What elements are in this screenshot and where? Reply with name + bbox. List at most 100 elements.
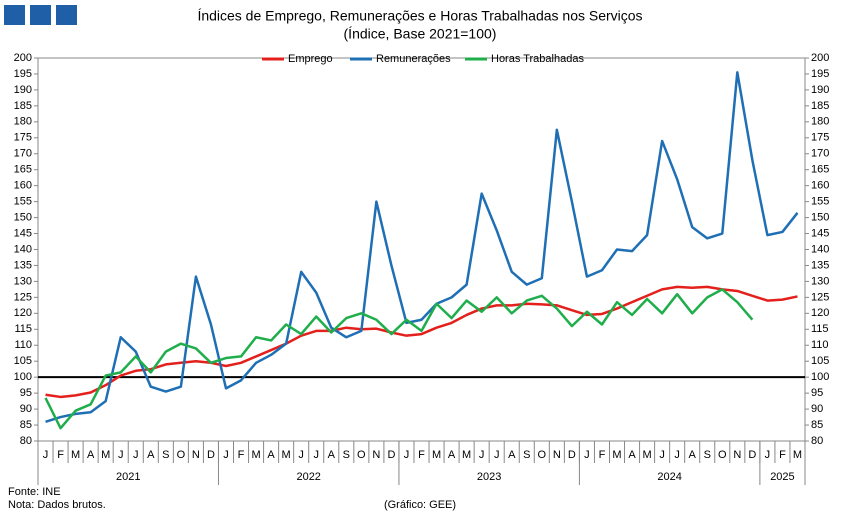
y-tick-label: 105 (14, 355, 32, 367)
y-tick-label: 135 (14, 259, 32, 271)
y2-tick-label: 105 (811, 355, 829, 367)
year-label: 2022 (296, 471, 320, 483)
y2-tick-label: 135 (811, 259, 829, 271)
x-tick-label: F (57, 449, 64, 461)
x-tick-label: M (612, 449, 621, 461)
y-tick-label: 120 (14, 307, 32, 319)
y2-tick-label: 165 (811, 164, 829, 176)
y2-tick-label: 145 (811, 227, 829, 239)
y2-tick-label: 90 (811, 403, 823, 415)
x-tick-label: A (328, 449, 336, 461)
y2-tick-label: 100 (811, 371, 829, 383)
y2-tick-label: 140 (811, 243, 829, 255)
y2-tick-label: 155 (811, 196, 829, 208)
x-tick-label: J (765, 449, 771, 461)
y2-tick-label: 170 (811, 148, 829, 160)
y2-tick-label: 130 (811, 275, 829, 287)
y-tick-label: 155 (14, 196, 32, 208)
logo (56, 5, 77, 25)
y2-tick-label: 175 (811, 132, 829, 144)
x-tick-label: F (779, 449, 786, 461)
x-tick-label: D (387, 449, 395, 461)
x-tick-label: D (748, 449, 756, 461)
x-tick-label: J (584, 449, 590, 461)
y-tick-label: 80 (20, 435, 32, 447)
y2-tick-label: 110 (811, 339, 829, 351)
y-tick-label: 140 (14, 243, 32, 255)
x-tick-label: J (659, 449, 665, 461)
y2-tick-label: 120 (811, 307, 829, 319)
y2-tick-label: 180 (811, 116, 829, 128)
x-tick-label: M (71, 449, 80, 461)
x-tick-label: N (733, 449, 741, 461)
x-tick-label: D (568, 449, 576, 461)
x-tick-label: J (133, 449, 139, 461)
series-line (45, 285, 798, 399)
y-tick-label: 150 (14, 211, 32, 223)
x-tick-label: O (177, 449, 186, 461)
x-tick-label: M (101, 449, 110, 461)
x-tick-label: A (508, 449, 516, 461)
y2-tick-label: 195 (811, 68, 829, 80)
y2-tick-label: 115 (811, 323, 829, 335)
x-tick-label: S (523, 449, 530, 461)
y-tick-label: 110 (14, 339, 32, 351)
x-tick-label: N (372, 449, 380, 461)
y-tick-label: 180 (14, 116, 32, 128)
note: Nota: Dados brutos. (8, 499, 106, 511)
x-tick-label: M (251, 449, 260, 461)
source: Fonte: INE (8, 486, 61, 498)
series-line (44, 288, 754, 430)
y-tick-label: 190 (14, 84, 32, 96)
y-tick-label: 125 (14, 291, 32, 303)
x-tick-label: J (479, 449, 485, 461)
y-tick-label: 195 (14, 68, 32, 80)
y-tick-label: 90 (20, 403, 32, 415)
x-tick-label: M (282, 449, 291, 461)
x-tick-label: O (357, 449, 366, 461)
y2-tick-label: 185 (811, 100, 829, 112)
x-tick-label: A (448, 449, 456, 461)
y-tick-label: 185 (14, 100, 32, 112)
year-label: 2023 (477, 471, 501, 483)
y2-tick-label: 150 (811, 211, 829, 223)
y2-tick-label: 125 (811, 291, 829, 303)
y2-tick-label: 85 (811, 419, 823, 431)
x-tick-label: N (553, 449, 561, 461)
y2-tick-label: 95 (811, 387, 823, 399)
x-tick-label: A (147, 449, 155, 461)
x-tick-label: A (689, 449, 697, 461)
year-label: 2024 (657, 471, 681, 483)
x-tick-label: J (313, 449, 319, 461)
logo (30, 5, 51, 25)
y2-tick-label: 160 (811, 180, 829, 192)
y-tick-label: 115 (14, 323, 32, 335)
x-tick-label: A (628, 449, 636, 461)
y-tick-label: 100 (14, 371, 32, 383)
legend-label: Horas Trabalhadas (491, 53, 584, 65)
year-label: 2025 (770, 471, 794, 483)
x-tick-label: J (494, 449, 500, 461)
x-tick-label: F (418, 449, 425, 461)
x-tick-label: N (192, 449, 200, 461)
y2-tick-label: 200 (811, 52, 829, 64)
x-tick-label: J (674, 449, 680, 461)
y-tick-label: 145 (14, 227, 32, 239)
y-tick-label: 130 (14, 275, 32, 287)
x-tick-label: S (704, 449, 711, 461)
chart-subtitle: (Índice, Base 2021=100) (344, 26, 497, 42)
x-tick-label: F (599, 449, 606, 461)
y2-tick-label: 80 (811, 435, 823, 447)
y2-tick-label: 190 (811, 84, 829, 96)
y-tick-label: 85 (20, 419, 32, 431)
x-tick-label: S (162, 449, 169, 461)
x-tick-label: J (118, 449, 124, 461)
plot-frame (37, 57, 806, 442)
y-tick-label: 95 (20, 387, 32, 399)
x-tick-label: M (462, 449, 471, 461)
legend-label: Emprego (288, 53, 333, 65)
year-label: 2021 (116, 471, 140, 483)
y-tick-label: 175 (14, 132, 32, 144)
x-tick-label: J (298, 449, 304, 461)
